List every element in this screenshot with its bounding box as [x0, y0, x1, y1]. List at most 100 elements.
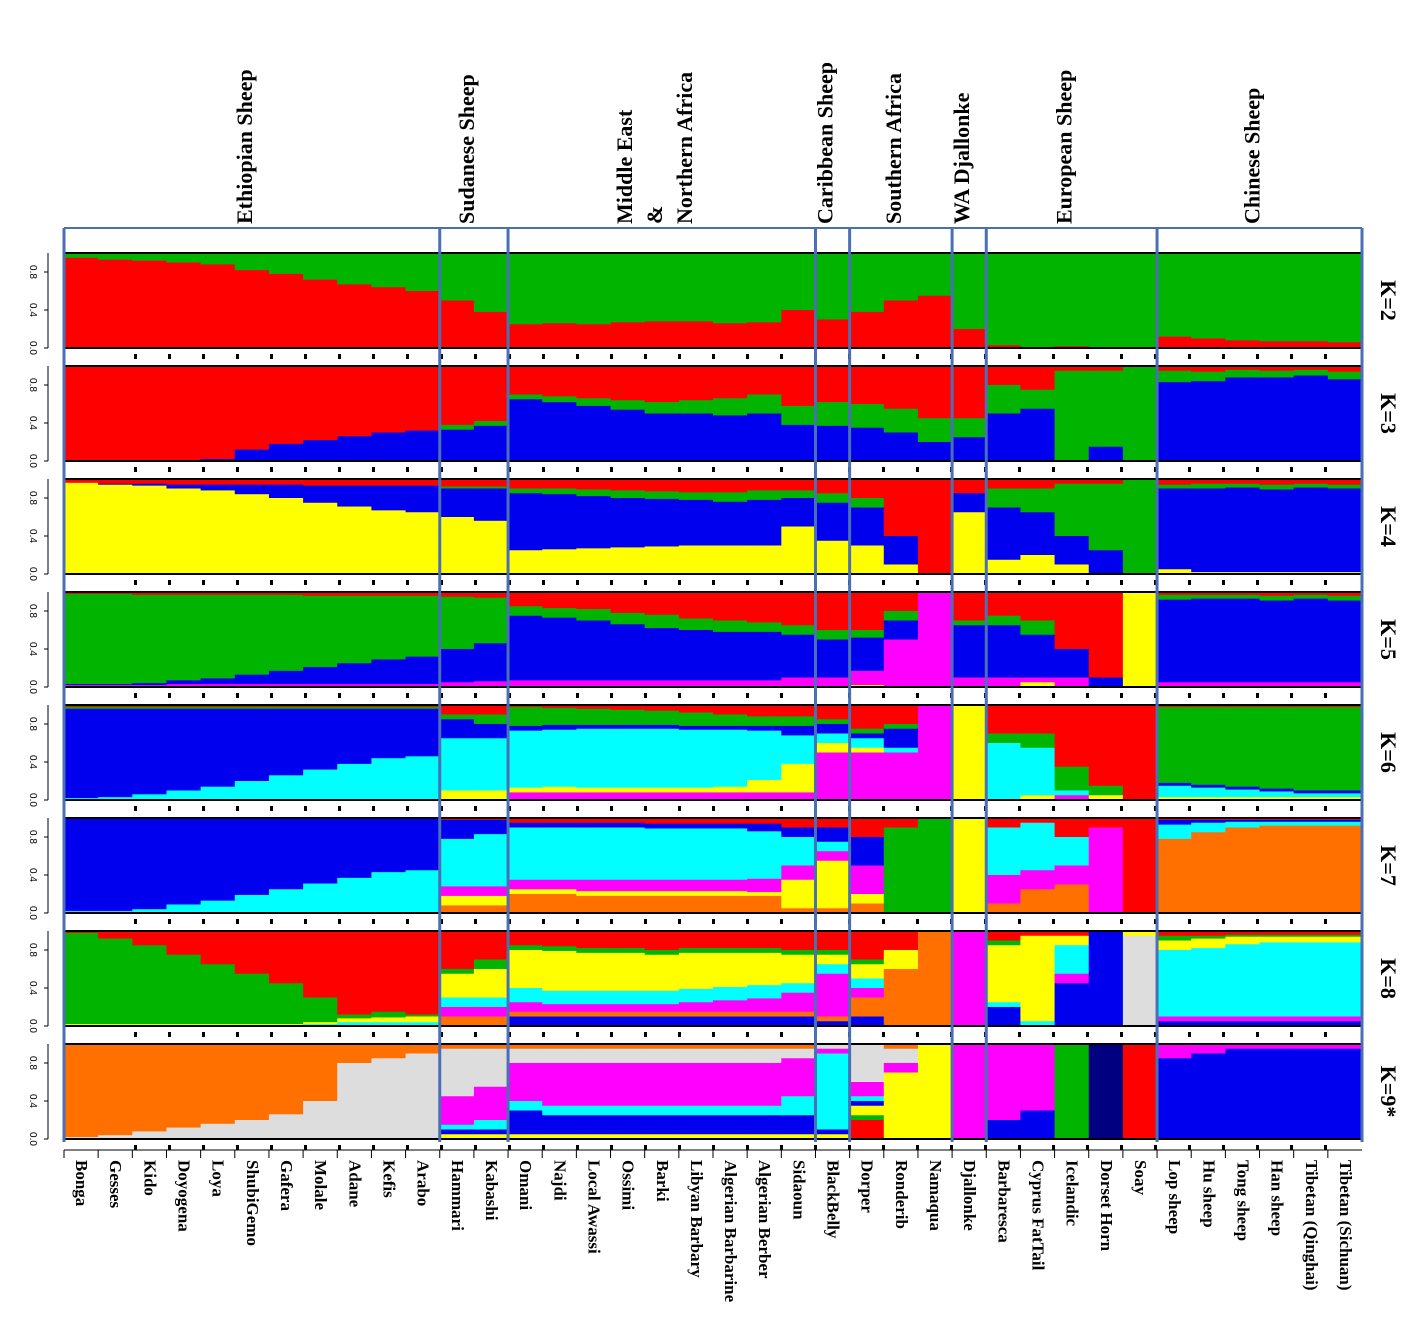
ancestry-bar — [576, 1011, 611, 1017]
panel-tick — [1120, 580, 1123, 585]
ancestry-bar — [439, 905, 475, 914]
ancestry-bar — [747, 998, 782, 1013]
ancestry-bar — [678, 818, 714, 824]
ancestry-bar — [986, 875, 1021, 904]
panel-tick — [576, 806, 579, 811]
ancestry-bar — [508, 1110, 543, 1135]
panel-tick — [1018, 806, 1021, 811]
panel-tick — [1290, 693, 1293, 698]
group-label: Ethiopian Sheep — [232, 69, 257, 224]
ancestry-bar — [405, 708, 441, 757]
ancestry-bar — [1020, 634, 1055, 678]
ancestry-bar — [713, 879, 748, 892]
ancestry-bar — [1259, 818, 1295, 821]
ancestry-bar — [917, 418, 953, 443]
ancestry-bar — [781, 1058, 816, 1097]
ancestry-bar — [371, 705, 406, 708]
ancestry-bar — [268, 983, 304, 1025]
ancestry-bar — [1157, 782, 1192, 787]
k-label: K=4 — [1376, 506, 1401, 547]
panel-tick — [1324, 1145, 1327, 1150]
group-label: Southern Africa — [881, 73, 906, 224]
ancestry-bar — [508, 879, 543, 890]
ancestry-bar — [439, 705, 475, 715]
ancestry-bar — [644, 1048, 680, 1064]
ancestry-bar — [1157, 824, 1192, 840]
ancestry-bar — [713, 895, 748, 914]
ancestry-bar — [1293, 366, 1329, 371]
panel-tick — [1052, 919, 1055, 924]
ancestry-bar — [747, 823, 782, 832]
ancestry-bar — [781, 818, 816, 828]
k-label: K=9* — [1376, 1066, 1401, 1118]
ancestry-bar — [747, 878, 782, 893]
ancestry-bar — [1293, 479, 1329, 485]
ancestry-bar — [610, 612, 646, 625]
ancestry-bar — [1054, 983, 1090, 1027]
panel-tick — [712, 806, 715, 811]
ancestry-bar — [610, 409, 646, 462]
ancestry-bar — [303, 684, 338, 688]
ancestry-bar — [678, 1011, 714, 1017]
panel-tick — [1256, 467, 1259, 472]
breed-label: Doyogena — [175, 1160, 194, 1232]
ancestry-bar — [166, 818, 202, 905]
ancestry-bar — [132, 485, 167, 575]
ancestry-bar — [268, 818, 304, 890]
y-tick-label: 0.0 — [27, 680, 38, 694]
panel-tick — [542, 919, 545, 924]
panel-tick — [644, 354, 647, 359]
ancestry-bar — [610, 705, 646, 711]
ancestry-bar — [439, 886, 475, 897]
ancestry-bar — [1122, 253, 1158, 349]
ancestry-bar — [508, 606, 543, 617]
ancestry-bar — [815, 540, 851, 575]
ancestry-bar — [678, 253, 714, 322]
panel-tick — [372, 693, 375, 698]
breed-label: Sidaoun — [789, 1160, 808, 1220]
ancestry-bar — [405, 1044, 441, 1054]
ancestry-bar — [1157, 488, 1192, 570]
ancestry-bar — [439, 738, 475, 791]
panel-tick — [406, 1145, 409, 1150]
ancestry-bar — [439, 649, 475, 683]
ancestry-bar — [1054, 945, 1090, 975]
panel-tick — [1086, 467, 1089, 472]
ancestry-bar — [439, 838, 475, 887]
ancestry-bar — [268, 1114, 304, 1140]
ancestry-bar — [473, 818, 509, 821]
ancestry-bar — [200, 818, 236, 901]
ancestry-bar — [644, 546, 680, 575]
group-dividers — [62, 227, 1364, 1142]
breed-label: Icelandic — [1063, 1160, 1082, 1227]
panel-tick — [1052, 1145, 1055, 1150]
ancestry-bar — [781, 827, 816, 838]
ancestry-bar — [337, 1014, 372, 1019]
panel-tick — [304, 580, 307, 585]
panel-tick — [440, 693, 443, 698]
ancestry-bar — [1259, 595, 1295, 601]
ancestry-bar — [678, 366, 714, 401]
ancestry-bar — [234, 705, 270, 708]
panel-tick — [610, 354, 613, 359]
ancestry-bar — [747, 952, 782, 986]
panel-tick — [780, 354, 783, 359]
ancestry-bar — [883, 253, 919, 301]
panel-tick — [576, 693, 579, 698]
ancestry-bar — [405, 595, 441, 657]
breed-label: Kido — [140, 1160, 159, 1196]
ancestry-bar — [678, 1134, 714, 1140]
ancestry-bar — [1020, 620, 1055, 636]
ancestry-bar — [883, 366, 919, 410]
breed-label: Arabo — [414, 1160, 433, 1206]
ancestry-bar — [371, 708, 406, 759]
ancestry-bar — [644, 1134, 680, 1140]
ancestry-bar — [747, 1063, 782, 1107]
panel-tick — [610, 580, 613, 585]
panel-tick — [168, 1145, 171, 1150]
ancestry-bar — [781, 763, 816, 793]
ancestry-bar — [508, 1101, 543, 1111]
panel-tick — [746, 1032, 749, 1037]
panel-tick — [134, 806, 137, 811]
